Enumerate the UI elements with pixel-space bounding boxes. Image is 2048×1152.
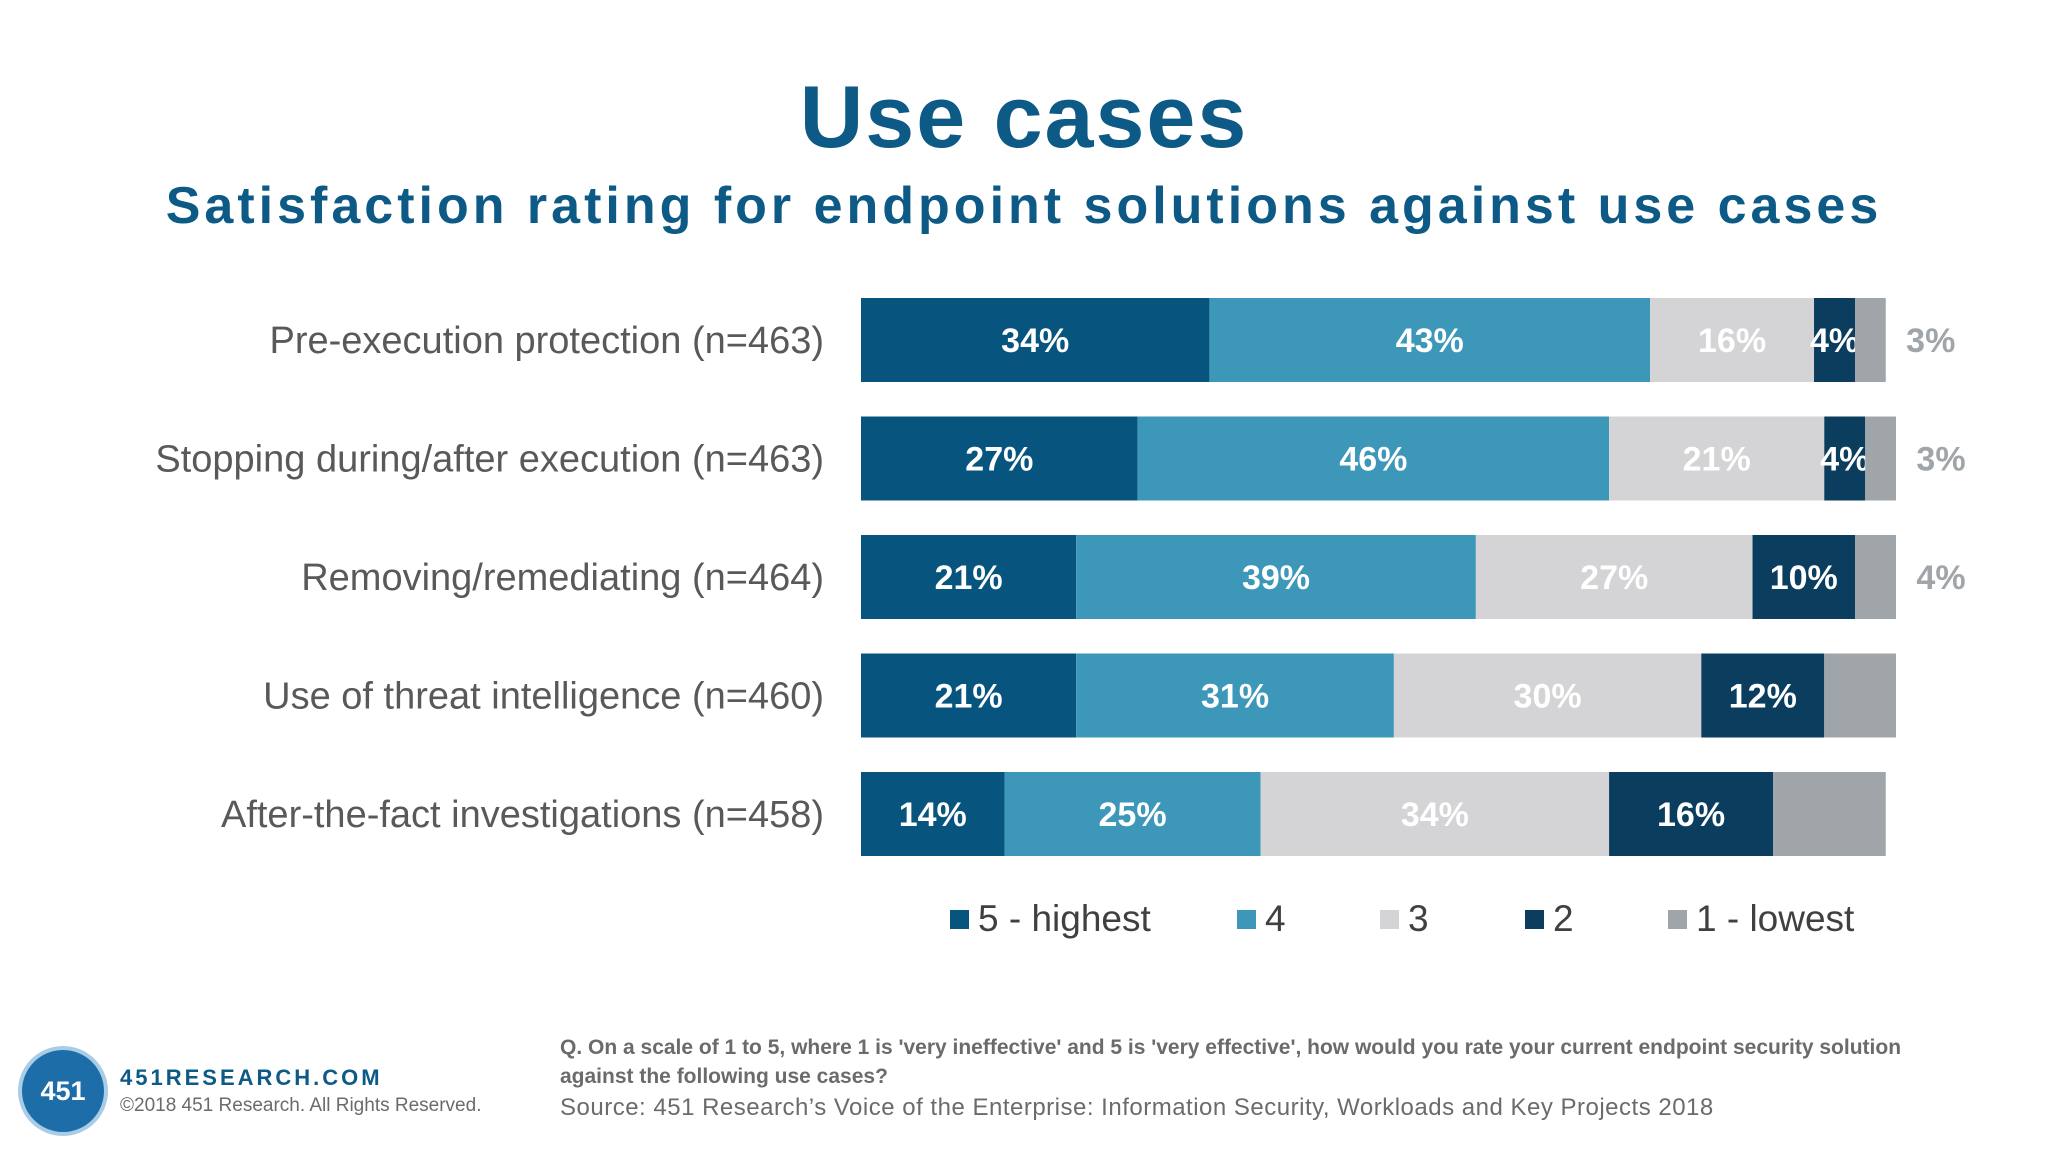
bar-3: [1650, 298, 1815, 382]
bar-3: [1393, 653, 1702, 738]
stacked-bar-chart: Pre-execution protection (n=463) 34% 43% 16…: [155, 298, 1966, 856]
bar-1-lowest: [1773, 772, 1886, 856]
data-label: 34%: [1401, 796, 1469, 834]
bar-1-lowest: [1865, 416, 1896, 501]
website-link[interactable]: 451RESEARCH.COM: [120, 1065, 383, 1090]
data-label: 3%: [1916, 441, 1965, 479]
legend-swatch: [1525, 909, 1544, 929]
legend-swatch: [1380, 909, 1399, 929]
bar-2: [1814, 298, 1856, 382]
legend-item: 1 - lowest: [1668, 898, 1854, 940]
category-label: After-the-fact investigations (n=458): [221, 794, 824, 836]
data-label: 4%: [1916, 559, 1965, 597]
data-label: 10%: [1770, 559, 1838, 597]
bar-4: [1137, 416, 1610, 501]
legend-label: 1 - lowest: [1696, 898, 1855, 939]
bar-5-highest: [861, 416, 1138, 501]
legend-label: 5 - highest: [978, 898, 1151, 939]
data-label: 12%: [1729, 678, 1797, 716]
survey-question: Q. On a scale of 1 to 5, where 1 is 'ver…: [560, 1036, 1902, 1088]
legend-item: 4: [1237, 898, 1286, 940]
bar-3: [1609, 416, 1825, 501]
data-label: 27%: [965, 441, 1033, 479]
legend-label: 3: [1408, 898, 1429, 939]
data-label: 14%: [899, 796, 967, 834]
legend-swatch: [1237, 909, 1256, 929]
bar-4: [1004, 772, 1261, 856]
bar-4: [1076, 535, 1476, 619]
legend-swatch: [950, 909, 969, 929]
bar-5-highest: [861, 298, 1210, 382]
data-label: 3%: [1906, 322, 1955, 360]
bar-2: [1609, 772, 1774, 856]
bar-3: [1260, 772, 1610, 856]
legend-item: 2: [1525, 898, 1574, 940]
data-label: 16%: [1657, 796, 1725, 834]
data-label: 25%: [1099, 796, 1167, 834]
category-label: Use of threat intelligence (n=460): [263, 676, 824, 718]
data-label: 34%: [1001, 322, 1069, 360]
chart-subtitle: Satisfaction rating for endpoint solutio…: [165, 177, 1883, 235]
legend-swatch: [1668, 909, 1687, 929]
data-label: 46%: [1339, 441, 1407, 479]
data-label: 4%: [1810, 322, 1859, 360]
bar-5-highest: [861, 653, 1077, 738]
data-label: 31%: [1201, 678, 1269, 716]
data-label: 16%: [1698, 322, 1766, 360]
bar-1-lowest: [1855, 535, 1896, 619]
451-logo: 451: [22, 1050, 104, 1132]
data-label: 4%: [1820, 441, 1869, 479]
bar-4: [1076, 653, 1394, 738]
data-label: 30%: [1514, 678, 1582, 716]
data-label: 39%: [1242, 559, 1310, 597]
data-label: 43%: [1396, 322, 1464, 360]
data-label: 11%: [1796, 796, 1862, 834]
category-label: Removing/remediating (n=464): [301, 557, 824, 599]
copyright-text: ©2018 451 Research. All Rights Reserved.: [120, 1095, 482, 1116]
category-label: Stopping during/after execution (n=463): [155, 439, 824, 481]
legend-label: 4: [1265, 898, 1286, 939]
data-label: 21%: [935, 559, 1003, 597]
category-label: Pre-execution protection (n=463): [270, 320, 825, 362]
bar-2: [1752, 535, 1856, 619]
data-label: 7%: [1836, 678, 1885, 716]
data-label: 27%: [1580, 559, 1648, 597]
legend-item: 3: [1380, 898, 1429, 940]
bar-4: [1209, 298, 1651, 382]
bar-5-highest: [861, 535, 1077, 619]
chart-legend: 5 - highest 4 3 2 1 - lowest: [0, 898, 2048, 948]
bar-1-lowest: [1855, 298, 1886, 382]
legend-item: 5 - highest: [950, 898, 1151, 940]
bar-1-lowest: [1824, 653, 1896, 738]
bar-2: [1701, 653, 1825, 738]
bar-3: [1475, 535, 1753, 619]
bar-5-highest: [861, 772, 1005, 856]
source-note: Source: 451 Research’s Voice of the Ente…: [560, 1094, 1714, 1121]
data-label: 21%: [1683, 441, 1751, 479]
bar-2: [1824, 416, 1866, 501]
data-label: 21%: [935, 678, 1003, 716]
chart-title: Use cases: [799, 67, 1249, 166]
legend-label: 2: [1553, 898, 1574, 939]
